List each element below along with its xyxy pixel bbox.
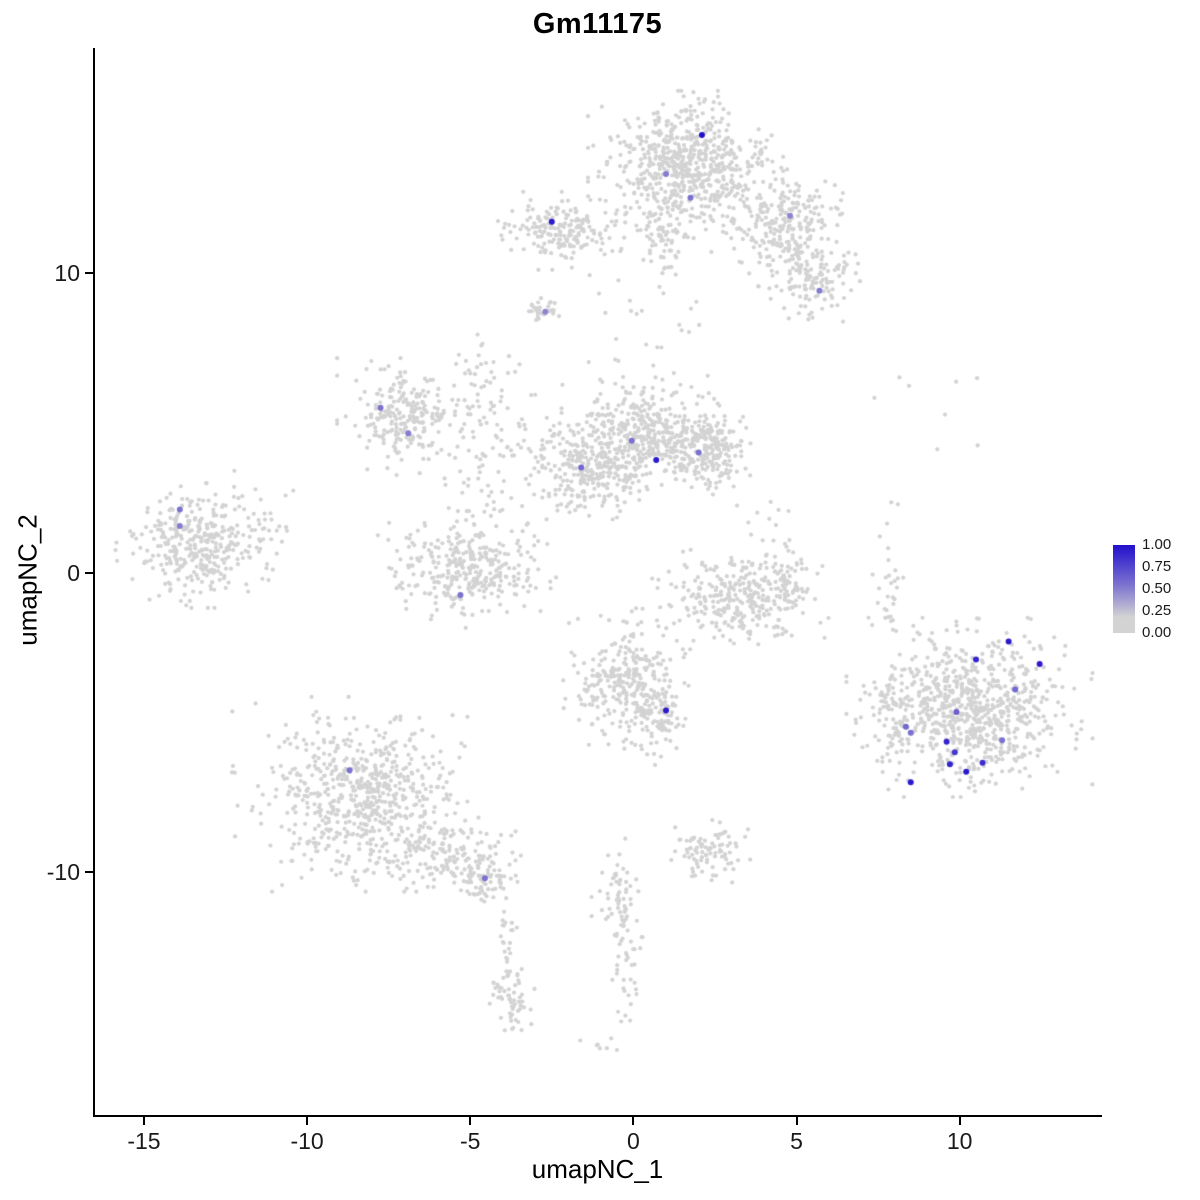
x-tick-mark bbox=[795, 1117, 798, 1125]
x-tick-mark bbox=[142, 1117, 145, 1125]
y-tick-mark bbox=[85, 571, 93, 574]
x-tick-mark bbox=[469, 1117, 472, 1125]
x-tick-label: 10 bbox=[946, 1128, 973, 1154]
x-axis-line bbox=[93, 1115, 1102, 1117]
colorbar-tick-label: 0.25 bbox=[1142, 602, 1172, 619]
colorbar-legend: 1.00 0.75 0.50 0.25 0.00 bbox=[1108, 536, 1198, 648]
y-tick-label: 0 bbox=[67, 559, 80, 586]
x-tick-label: 5 bbox=[790, 1128, 803, 1154]
x-tick-label: -15 bbox=[127, 1128, 161, 1154]
plot-title: Gm11175 bbox=[532, 8, 663, 40]
colorbar-tick-label: 0.50 bbox=[1142, 580, 1172, 597]
x-tick-mark bbox=[306, 1117, 309, 1125]
colorbar-gradient bbox=[1113, 545, 1135, 633]
colorbar-tick-label: 0.75 bbox=[1142, 558, 1172, 575]
y-axis-line bbox=[93, 48, 95, 1117]
y-tick-mark bbox=[85, 871, 93, 874]
y-tick-mark bbox=[85, 271, 93, 274]
x-tick-label: -10 bbox=[290, 1128, 324, 1154]
x-tick-label: -5 bbox=[460, 1128, 481, 1154]
x-tick-mark bbox=[632, 1117, 635, 1125]
scatter-plot-canvas bbox=[95, 48, 1100, 1115]
x-tick-label: 0 bbox=[626, 1128, 640, 1154]
y-tick-label: -10 bbox=[46, 859, 80, 886]
colorbar-tick-label: 0.00 bbox=[1142, 624, 1172, 641]
x-tick-mark bbox=[958, 1117, 961, 1125]
colorbar-tick-label: 1.00 bbox=[1142, 536, 1172, 553]
x-axis-label: umapNC_1 bbox=[531, 1154, 664, 1184]
y-tick-label: 10 bbox=[54, 259, 80, 286]
